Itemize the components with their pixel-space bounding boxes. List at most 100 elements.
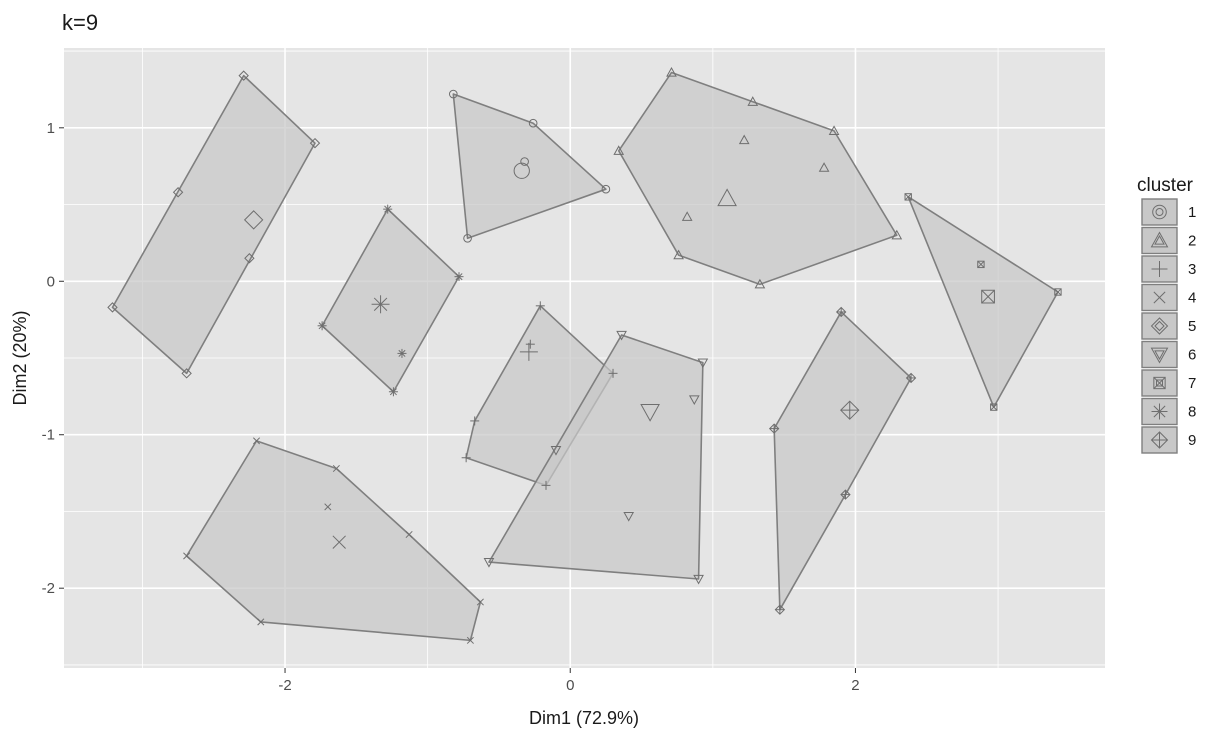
cluster-3-point xyxy=(535,301,545,311)
cluster-3-center xyxy=(519,342,538,361)
cluster-9-point xyxy=(905,372,917,384)
legend-key-1 xyxy=(1141,198,1178,226)
y-tick-label: -1 xyxy=(42,427,55,444)
cluster-4-point xyxy=(332,464,340,473)
legend: cluster 1 2 3 4 5 6 7 8 9 xyxy=(1137,175,1196,454)
cluster-9-point xyxy=(768,423,780,434)
x-tick-label: 2 xyxy=(851,677,859,694)
cluster-9-point xyxy=(840,489,851,500)
cluster-2-point xyxy=(754,278,766,289)
cluster-8-point xyxy=(317,321,327,331)
cluster-2-point xyxy=(828,125,840,135)
legend-symbol-8 xyxy=(1151,403,1168,420)
legend-symbol-2 xyxy=(1150,231,1169,248)
cluster-2-point xyxy=(681,211,693,221)
cluster-5-point xyxy=(309,137,321,149)
cluster-5-point xyxy=(172,187,184,198)
y-tick-label: 0 xyxy=(47,273,55,290)
cluster-9-point xyxy=(835,306,847,318)
legend-label-7: 7 xyxy=(1188,375,1196,392)
legend-label-3: 3 xyxy=(1188,261,1196,278)
cluster-2-point xyxy=(738,134,750,145)
cluster-7-point xyxy=(977,260,985,269)
cluster-5-center xyxy=(243,210,264,230)
cluster-1-point xyxy=(528,118,538,128)
cluster-1-point xyxy=(463,233,472,243)
y-axis-title: Dim2 (20%) xyxy=(10,310,30,405)
cluster-hulls xyxy=(111,71,1059,642)
cluster-4-point xyxy=(257,618,265,626)
cluster-6-point xyxy=(550,445,562,456)
cluster-9-hull xyxy=(773,311,912,611)
cluster-8-point xyxy=(388,387,398,397)
cluster-1-point xyxy=(601,184,611,194)
cluster-2-point xyxy=(891,229,903,240)
cluster-1-point xyxy=(448,89,458,99)
cluster-6-point xyxy=(623,511,635,522)
legend-label-9: 9 xyxy=(1188,432,1196,449)
cluster-2-point xyxy=(747,96,759,106)
y-axis-ticks: -2 -1 0 1 xyxy=(42,120,64,597)
cluster-9-center xyxy=(840,400,860,420)
cluster-6-point xyxy=(697,358,709,369)
cluster-9-point xyxy=(774,604,786,615)
cluster-4-point xyxy=(405,530,413,539)
cluster-centers xyxy=(243,162,995,549)
cluster-5-point xyxy=(181,368,192,379)
x-axis-title: Dim1 (72.9%) xyxy=(529,708,639,728)
cluster-7-point xyxy=(904,193,912,201)
cluster-7-point xyxy=(990,403,998,411)
legend-symbol-9 xyxy=(1150,431,1169,449)
legend-key-5 xyxy=(1141,312,1178,340)
cluster-7-center xyxy=(981,289,995,304)
cluster-4-point xyxy=(324,503,332,511)
cluster-4-point xyxy=(183,552,191,560)
cluster-8-point xyxy=(454,272,464,282)
cluster-2-point xyxy=(818,162,830,172)
legend-symbol-5 xyxy=(1150,317,1169,335)
legend-key-2 xyxy=(1141,226,1178,255)
cluster-3-point xyxy=(525,339,535,349)
cluster-3-point xyxy=(461,453,471,463)
cluster-4-point xyxy=(466,636,474,644)
legend-symbol-7 xyxy=(1153,376,1166,390)
cluster-3-point xyxy=(541,480,551,490)
legend-key-7 xyxy=(1141,369,1178,397)
cluster-1-hull xyxy=(452,93,607,240)
legend-key-6 xyxy=(1141,340,1178,369)
x-tick-label: 0 xyxy=(566,677,574,694)
cluster-6-center xyxy=(640,404,660,422)
cluster-6-hull xyxy=(488,334,704,580)
y-tick-label: -2 xyxy=(42,580,55,597)
legend-label-5: 5 xyxy=(1188,318,1196,335)
legend-title: cluster xyxy=(1137,175,1194,196)
cluster-3-hull xyxy=(465,305,614,487)
cluster-5-point xyxy=(238,70,249,81)
cluster-5-hull xyxy=(111,74,316,375)
x-tick-label: -2 xyxy=(278,677,291,694)
cluster-4-point xyxy=(252,437,261,445)
cluster-1-point xyxy=(520,157,529,166)
cluster-3-point xyxy=(470,416,480,426)
legend-label-8: 8 xyxy=(1188,404,1196,421)
legend-symbol-1 xyxy=(1152,204,1167,220)
legend-symbol-3 xyxy=(1151,261,1168,277)
cluster-2-point xyxy=(666,67,677,77)
cluster-3-point xyxy=(608,368,618,378)
cluster-4-center xyxy=(332,535,346,549)
chart-title: k=9 xyxy=(62,10,98,35)
cluster-8-center xyxy=(371,295,390,314)
legend-symbol-6 xyxy=(1150,347,1169,364)
cluster-4-hull xyxy=(185,440,482,642)
cluster-points xyxy=(107,67,1062,644)
cluster-2-center xyxy=(717,188,737,207)
legend-label-1: 1 xyxy=(1188,204,1196,221)
cluster-5-point xyxy=(244,253,255,264)
cluster-6-point xyxy=(693,574,704,585)
cluster-2-hull xyxy=(617,71,898,286)
cluster-2-point xyxy=(673,249,684,260)
cluster-1-center xyxy=(513,162,530,179)
legend-key-4 xyxy=(1141,283,1178,312)
legend-label-6: 6 xyxy=(1188,347,1196,364)
